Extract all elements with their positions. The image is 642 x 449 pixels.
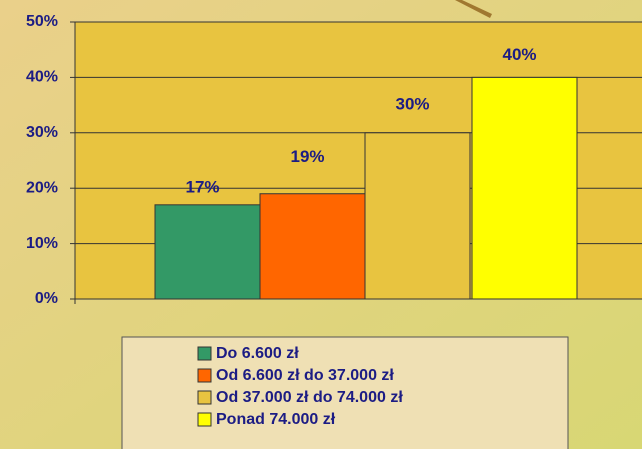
y-tick-label: 50%: [26, 13, 58, 30]
data-label: 17%: [185, 177, 219, 196]
legend-swatch: [197, 368, 212, 383]
legend: [121, 336, 569, 449]
y-tick-label: 30%: [26, 124, 58, 141]
bar: [471, 76, 578, 300]
legend-label: Do 6.600 zł: [216, 345, 299, 362]
decoration: [455, 0, 492, 18]
bar: [154, 204, 261, 300]
y-tick-label: 40%: [26, 69, 58, 86]
legend-label: Ponad 74.000 zł: [216, 411, 336, 428]
data-label: 40%: [502, 45, 536, 64]
legend-swatch: [197, 346, 212, 361]
legend-label: Od 6.600 zł do 37.000 zł: [216, 367, 394, 384]
y-tick-label: 20%: [26, 179, 58, 196]
legend-swatch: [197, 390, 212, 405]
y-tick-label: 10%: [26, 235, 58, 252]
data-label: 19%: [290, 147, 324, 166]
data-label: 30%: [395, 94, 429, 113]
y-tick-label: 0%: [35, 290, 58, 307]
legend-label: Od 37.000 zł do 74.000 zł: [216, 389, 403, 406]
bar: [364, 132, 471, 300]
bar: [259, 193, 366, 300]
legend-swatch: [197, 412, 212, 427]
